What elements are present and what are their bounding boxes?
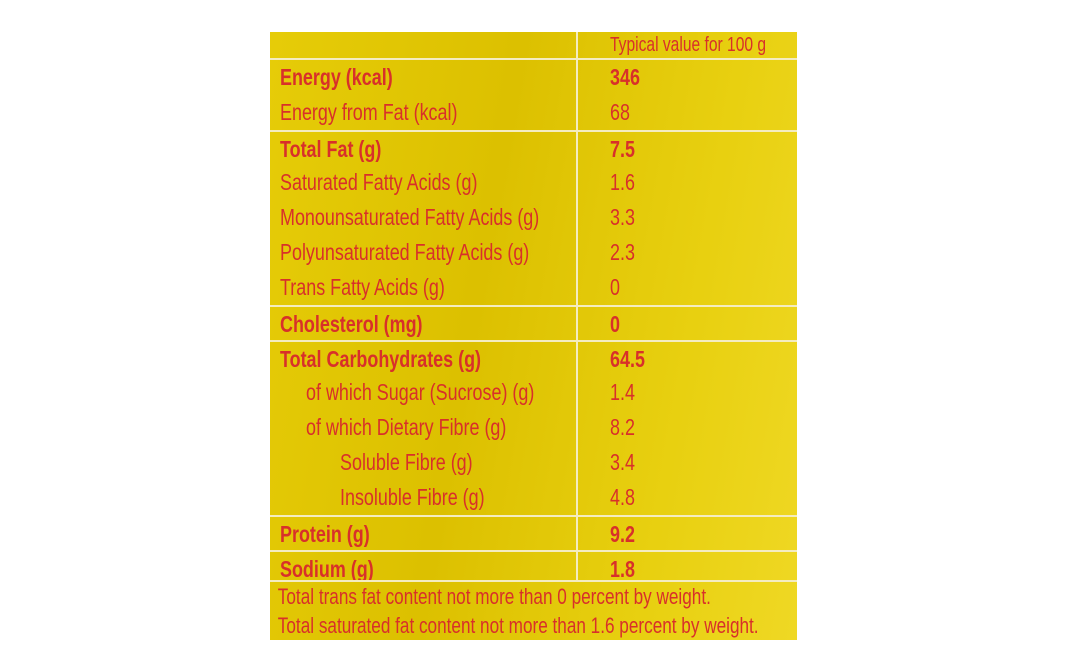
nutrient-value: 3.4 [610,449,635,475]
footnote: Total trans fat content not more than 0 … [277,584,711,609]
nutrient-value: 4.8 [610,484,635,510]
table-row: of which Dietary Fibre (g) 8.2 [270,410,797,445]
nutrient-name: Energy (kcal) [280,64,393,90]
nutrient-value: 64.5 [610,346,645,372]
nutrient-value: 2.3 [610,239,635,265]
nutrient-value: 8.2 [610,414,635,440]
table-row: Protein (g) 9.2 [270,515,797,550]
table-row: Trans Fatty Acids (g) 0 [270,270,797,305]
nutrient-value: 346 [610,64,640,90]
nutrient-name: Soluble Fibre (g) [340,449,473,475]
table-row: Soluble Fibre (g) 3.4 [270,445,797,480]
nutrient-value: 1.4 [610,379,635,405]
nutrient-name: Insoluble Fibre (g) [340,484,485,510]
nutrient-value: 1.6 [610,169,635,195]
table-row: Cholesterol (mg) 0 [270,305,797,340]
nutrient-name: of which Sugar (Sucrose) (g) [306,379,535,405]
nutrient-value: 3.3 [610,204,635,230]
column-header: Typical value for 100 g [610,34,767,56]
table-row: Saturated Fatty Acids (g) 1.6 [270,165,797,200]
nutrient-value: 0 [610,311,620,337]
header-divider [270,58,797,60]
nutrient-name: Saturated Fatty Acids (g) [280,169,478,195]
nutrient-name: Energy from Fat (kcal) [280,99,458,125]
footnote: Total saturated fat content not more tha… [277,613,759,638]
nutrient-name: Protein (g) [280,521,370,547]
nutrient-name: Cholesterol (mg) [280,311,423,337]
table-row: Sodium (g) 1.8 [270,550,797,585]
nutrient-name: Polyunsaturated Fatty Acids (g) [280,239,530,265]
table-row: Energy (kcal) 346 [270,60,797,95]
nutrition-label: Typical value for 100 g Energy (kcal) 346… [270,32,797,640]
nutrient-name: Total Fat (g) [280,136,382,162]
table-row: Total Carbohydrates (g) 64.5 [270,340,797,375]
footnotes: Total trans fat content not more than 0 … [270,580,797,640]
nutrient-value: 1.8 [610,556,635,582]
nutrient-name: Monounsaturated Fatty Acids (g) [280,204,540,230]
nutrient-name: Trans Fatty Acids (g) [280,274,445,300]
table-row: of which Sugar (Sucrose) (g) 1.4 [270,375,797,410]
table-row: Total Fat (g) 7.5 [270,130,797,165]
nutrient-name: Total Carbohydrates (g) [280,346,482,372]
table-row: Energy from Fat (kcal) 68 [270,95,797,130]
table-row: Monounsaturated Fatty Acids (g) 3.3 [270,200,797,235]
nutrient-name: Sodium (g) [280,556,374,582]
nutrient-name: of which Dietary Fibre (g) [306,414,507,440]
nutrient-value: 68 [610,99,630,125]
table-row: Polyunsaturated Fatty Acids (g) 2.3 [270,235,797,270]
nutrient-value: 7.5 [610,136,635,162]
table-row: Insoluble Fibre (g) 4.8 [270,480,797,515]
nutrient-value: 9.2 [610,521,635,547]
nutrient-value: 0 [610,274,620,300]
